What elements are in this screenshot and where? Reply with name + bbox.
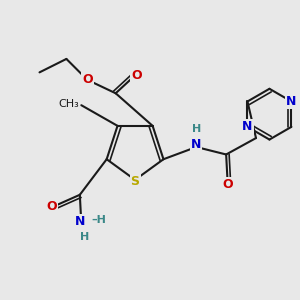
Text: S: S	[130, 175, 140, 188]
Text: CH₃: CH₃	[58, 99, 79, 109]
Text: O: O	[82, 73, 93, 86]
Text: N: N	[242, 120, 253, 134]
Text: N: N	[286, 95, 297, 108]
Text: H: H	[80, 232, 89, 242]
Text: O: O	[222, 178, 233, 191]
Text: –H: –H	[92, 214, 106, 225]
Text: N: N	[191, 137, 202, 151]
Text: N: N	[75, 215, 85, 228]
Text: H: H	[192, 124, 202, 134]
Text: O: O	[46, 200, 57, 213]
Text: O: O	[131, 69, 142, 82]
